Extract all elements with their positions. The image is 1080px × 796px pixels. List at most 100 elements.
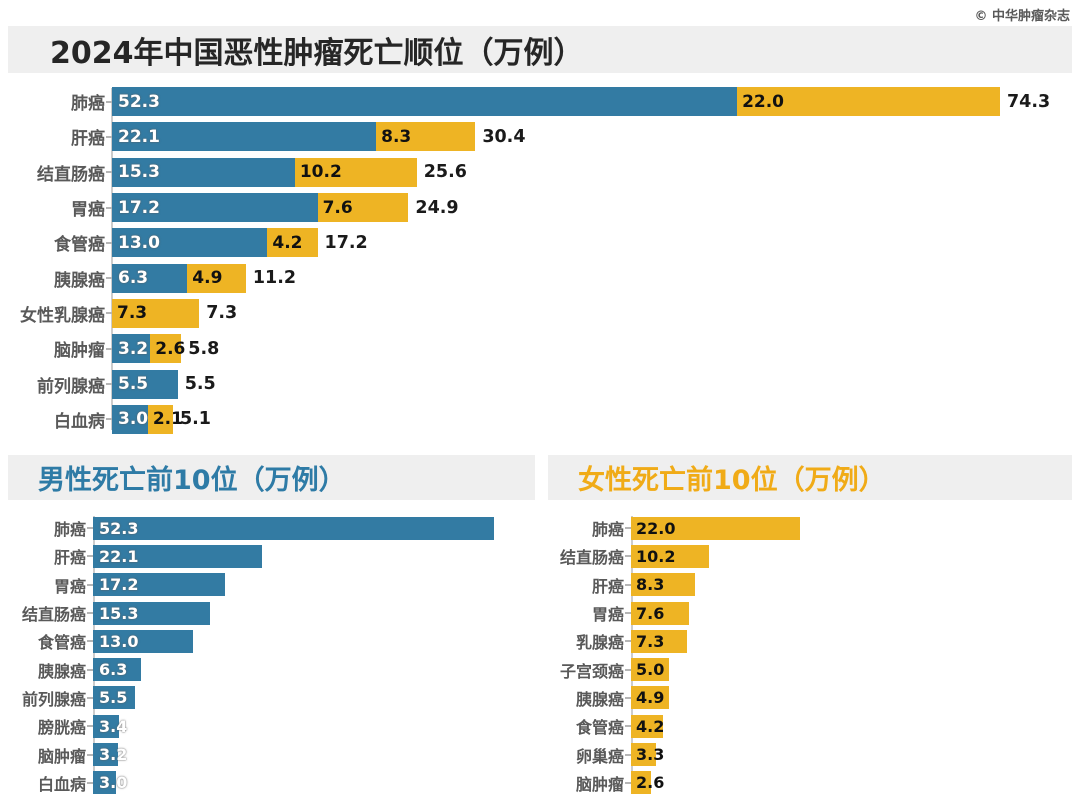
tick-mark	[87, 555, 93, 558]
bar-value-label: 6.3	[99, 660, 128, 680]
chart-row: 肺癌 52.3	[0, 514, 538, 542]
tick-mark	[625, 753, 631, 756]
female-bar: 10.2	[631, 544, 710, 568]
tick-mark	[87, 527, 93, 530]
bar-value-label: 8.3	[381, 126, 412, 147]
bar-value-label: 3.3	[636, 745, 665, 765]
chart-row: 食管癌 4.2	[538, 712, 1080, 740]
chart-row: 胃癌 7.6	[538, 599, 1080, 627]
female-bar-segment: 10.2	[294, 157, 417, 187]
bar-value-label: 7.3	[636, 631, 665, 651]
tick-mark	[106, 312, 112, 315]
bar-value-label: 7.6	[636, 603, 665, 623]
chart-row: 胃癌 17.2	[0, 571, 538, 599]
bar-stack: 52.3 22.0 74.3	[112, 87, 1080, 117]
bar-stack: 17.2 7.6 24.9	[112, 193, 1080, 223]
female-bar-segment: 2.1	[147, 404, 183, 434]
male-section-title: 男性死亡前10位（万例）	[38, 465, 346, 496]
male-chart: 肺癌 52.3 肝癌 22.1 胃癌 17.2 结直肠癌 15.3 食管癌 13.0 胰腺癌 6.3 前…	[0, 514, 538, 796]
bar-stack: 15.3	[93, 601, 538, 625]
male-bar: 5.5	[93, 686, 136, 710]
male-bar-segment: 5.5	[112, 369, 178, 399]
category-label: 白血病	[37, 774, 86, 794]
female-section-title-band: 女性死亡前10位（万例）	[548, 455, 1072, 500]
bar-value-label: 15.3	[99, 603, 139, 623]
bar-value-label: 4.9	[192, 268, 223, 289]
bar-value-label: 52.3	[118, 91, 160, 112]
total-value-label: 17.2	[324, 232, 368, 253]
category-label: 结直肠癌	[21, 605, 86, 625]
tick-mark	[87, 753, 93, 756]
category-label: 肝癌	[71, 129, 105, 150]
chart-row: 脑肿瘤 3.2 2.6 5.8	[0, 331, 1080, 366]
female-bar: 4.9	[631, 686, 669, 710]
category-label: 肝癌	[53, 548, 86, 568]
bar-value-label: 5.5	[118, 374, 149, 395]
tick-mark	[625, 555, 631, 558]
total-value-label: 25.6	[423, 162, 467, 183]
category-label: 肝癌	[591, 576, 624, 596]
tick-mark	[625, 668, 631, 671]
chart-row: 肝癌 8.3	[538, 571, 1080, 599]
bar-value-label: 3.0	[118, 409, 149, 430]
bar-value-label: 3.2	[99, 745, 128, 765]
category-label: 胃癌	[53, 576, 86, 596]
bar-stack: 10.2	[631, 544, 1080, 568]
tick-mark	[106, 100, 112, 103]
bar-value-label: 17.2	[118, 197, 160, 218]
female-bar-segment: 8.3	[376, 122, 476, 152]
male-section-title-band: 男性死亡前10位（万例）	[8, 455, 535, 500]
category-label: 肺癌	[53, 520, 86, 540]
total-value-label: 5.5	[184, 374, 216, 395]
bar-stack: 3.2 2.6 5.8	[112, 334, 1080, 364]
tick-mark	[625, 527, 631, 530]
tick-mark	[87, 668, 93, 671]
chart-row: 肝癌 22.1	[0, 542, 538, 570]
category-label: 胃癌	[71, 200, 105, 221]
bar-value-label: 10.2	[636, 546, 676, 566]
bar-value-label: 2.1	[152, 409, 183, 430]
total-value-label: 5.1	[179, 409, 211, 430]
category-label: 女性乳腺癌	[20, 305, 105, 326]
bar-stack: 7.3 7.3	[112, 298, 1080, 328]
male-bar-segment: 3.0	[112, 404, 149, 434]
female-chart: 肺癌 22.0 结直肠癌 10.2 肝癌 8.3 胃癌 7.6 乳腺癌 7.3 子宫颈癌 5.0 胰腺癌…	[538, 514, 1080, 796]
tick-mark	[106, 418, 112, 421]
chart-row: 卵巢癌 3.3	[538, 740, 1080, 768]
chart-row: 前列腺癌 5.5 5.5	[0, 366, 1080, 401]
category-label: 肺癌	[591, 520, 624, 540]
bar-value-label: 15.3	[118, 162, 160, 183]
male-bar-segment: 52.3	[112, 87, 738, 117]
bar-stack: 3.0	[93, 771, 538, 795]
bar-value-label: 52.3	[99, 518, 139, 538]
chart-row: 食管癌 13.0 4.2 17.2	[0, 225, 1080, 260]
category-label: 肺癌	[71, 94, 105, 115]
female-bar-segment: 22.0	[737, 87, 1000, 117]
male-chart-axis-line	[93, 516, 95, 794]
bar-stack: 5.5 5.5	[112, 369, 1080, 399]
bar-value-label: 4.2	[636, 716, 665, 736]
chart-row: 脑肿瘤 3.2	[0, 740, 538, 768]
bar-stack: 13.0	[93, 629, 538, 653]
male-bar: 13.0	[93, 629, 193, 653]
bar-value-label: 8.3	[636, 575, 665, 595]
bar-stack: 22.0	[631, 516, 1080, 540]
bar-stack: 6.3 4.9 11.2	[112, 263, 1080, 293]
male-bar: 22.1	[93, 544, 263, 568]
chart-row: 肝癌 22.1 8.3 30.4	[0, 119, 1080, 154]
male-bar: 6.3	[93, 658, 142, 682]
bar-value-label: 5.5	[99, 688, 128, 708]
category-label: 结直肠癌	[559, 548, 624, 568]
chart-row: 乳腺癌 7.3	[538, 627, 1080, 655]
bar-value-label: 4.9	[636, 688, 665, 708]
chart-row: 白血病 3.0 2.1 5.1	[0, 402, 1080, 437]
tick-mark	[106, 383, 112, 386]
female-bar-segment: 7.3	[112, 298, 200, 328]
bar-stack: 7.6	[631, 601, 1080, 625]
bar-value-label: 7.3	[117, 303, 148, 324]
male-bar-segment: 6.3	[112, 263, 188, 293]
female-bar: 7.3	[631, 629, 688, 653]
chart-row: 白血病 3.0	[0, 769, 538, 796]
tick-mark	[106, 347, 112, 350]
chart-row: 食管癌 13.0	[0, 627, 538, 655]
